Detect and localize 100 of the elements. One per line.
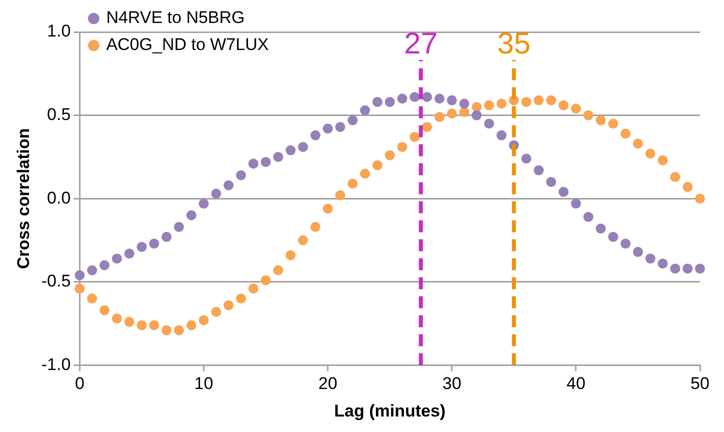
point <box>286 250 296 260</box>
point <box>546 95 556 106</box>
point <box>570 198 581 209</box>
point <box>459 98 470 109</box>
point <box>162 232 172 242</box>
point <box>310 130 320 140</box>
point <box>670 172 680 182</box>
point <box>198 315 209 326</box>
point <box>410 132 420 142</box>
point <box>695 264 705 274</box>
point <box>534 165 544 176</box>
point <box>236 294 246 304</box>
point <box>360 105 370 116</box>
point <box>372 96 382 107</box>
legend-label: AC0G_ND to W7LUX <box>106 35 269 54</box>
point <box>322 204 333 214</box>
point <box>136 320 147 330</box>
point <box>273 152 284 162</box>
point <box>484 100 494 110</box>
point <box>224 180 234 190</box>
point <box>422 92 432 102</box>
point <box>248 284 258 294</box>
point <box>260 275 271 286</box>
point <box>558 186 569 197</box>
point <box>100 305 110 316</box>
point <box>632 138 643 149</box>
point <box>236 170 246 180</box>
point <box>695 194 705 204</box>
point <box>224 300 234 310</box>
point <box>162 325 172 336</box>
point <box>186 210 196 220</box>
point <box>186 320 196 330</box>
point <box>335 190 346 200</box>
ref-line-label: 35 <box>497 27 531 60</box>
x-tick-label: 30 <box>442 374 462 394</box>
point <box>645 148 656 159</box>
point <box>149 238 160 249</box>
point <box>459 106 470 117</box>
point <box>620 128 631 139</box>
point <box>198 198 209 209</box>
point <box>348 115 358 126</box>
point <box>472 102 482 112</box>
point <box>322 124 333 134</box>
point <box>434 112 444 122</box>
point <box>620 238 631 249</box>
y-tick-label: -0.5 <box>41 272 71 291</box>
point <box>446 108 457 119</box>
point <box>384 96 395 107</box>
point <box>149 320 160 330</box>
point <box>136 242 147 252</box>
legend-label: N4RVE to N5BRG <box>106 8 245 28</box>
y-tick-label: 0.0 <box>47 188 71 208</box>
point <box>521 154 532 164</box>
point <box>100 260 110 270</box>
point <box>87 265 98 276</box>
point <box>397 142 408 152</box>
point <box>658 258 668 269</box>
point <box>682 182 693 192</box>
point <box>596 224 606 234</box>
point <box>546 176 556 187</box>
point <box>74 284 85 294</box>
point <box>112 314 122 324</box>
point <box>335 122 346 132</box>
point <box>422 122 432 132</box>
point <box>360 168 370 179</box>
y-tick-label: -1.0 <box>41 354 71 374</box>
x-axis-title: Lag (minutes) <box>334 401 446 420</box>
point <box>682 264 693 274</box>
point <box>608 118 618 129</box>
point <box>87 294 98 304</box>
x-tick-label: 40 <box>566 374 586 394</box>
y-tick-label: 0.5 <box>47 104 71 124</box>
point <box>583 212 594 222</box>
x-tick-label: 10 <box>194 374 214 394</box>
point <box>496 98 506 109</box>
point <box>298 235 308 246</box>
ref-line-label: 27 <box>404 27 438 60</box>
point <box>384 150 395 160</box>
point <box>608 232 618 242</box>
y-axis-title: Cross correlation <box>14 128 33 269</box>
point <box>534 95 544 106</box>
point <box>596 115 606 126</box>
point <box>174 325 184 336</box>
point <box>211 188 222 199</box>
x-tick-label: 50 <box>690 374 710 394</box>
point <box>124 248 134 259</box>
point <box>484 118 494 129</box>
point <box>211 306 222 317</box>
point <box>112 254 122 264</box>
point <box>348 178 358 189</box>
point <box>174 222 184 232</box>
point <box>260 156 271 167</box>
point <box>583 110 594 120</box>
point <box>446 95 457 106</box>
point <box>124 316 134 327</box>
point <box>570 104 581 114</box>
point <box>298 142 308 152</box>
point <box>410 92 420 102</box>
point <box>496 130 506 140</box>
point <box>670 264 680 274</box>
